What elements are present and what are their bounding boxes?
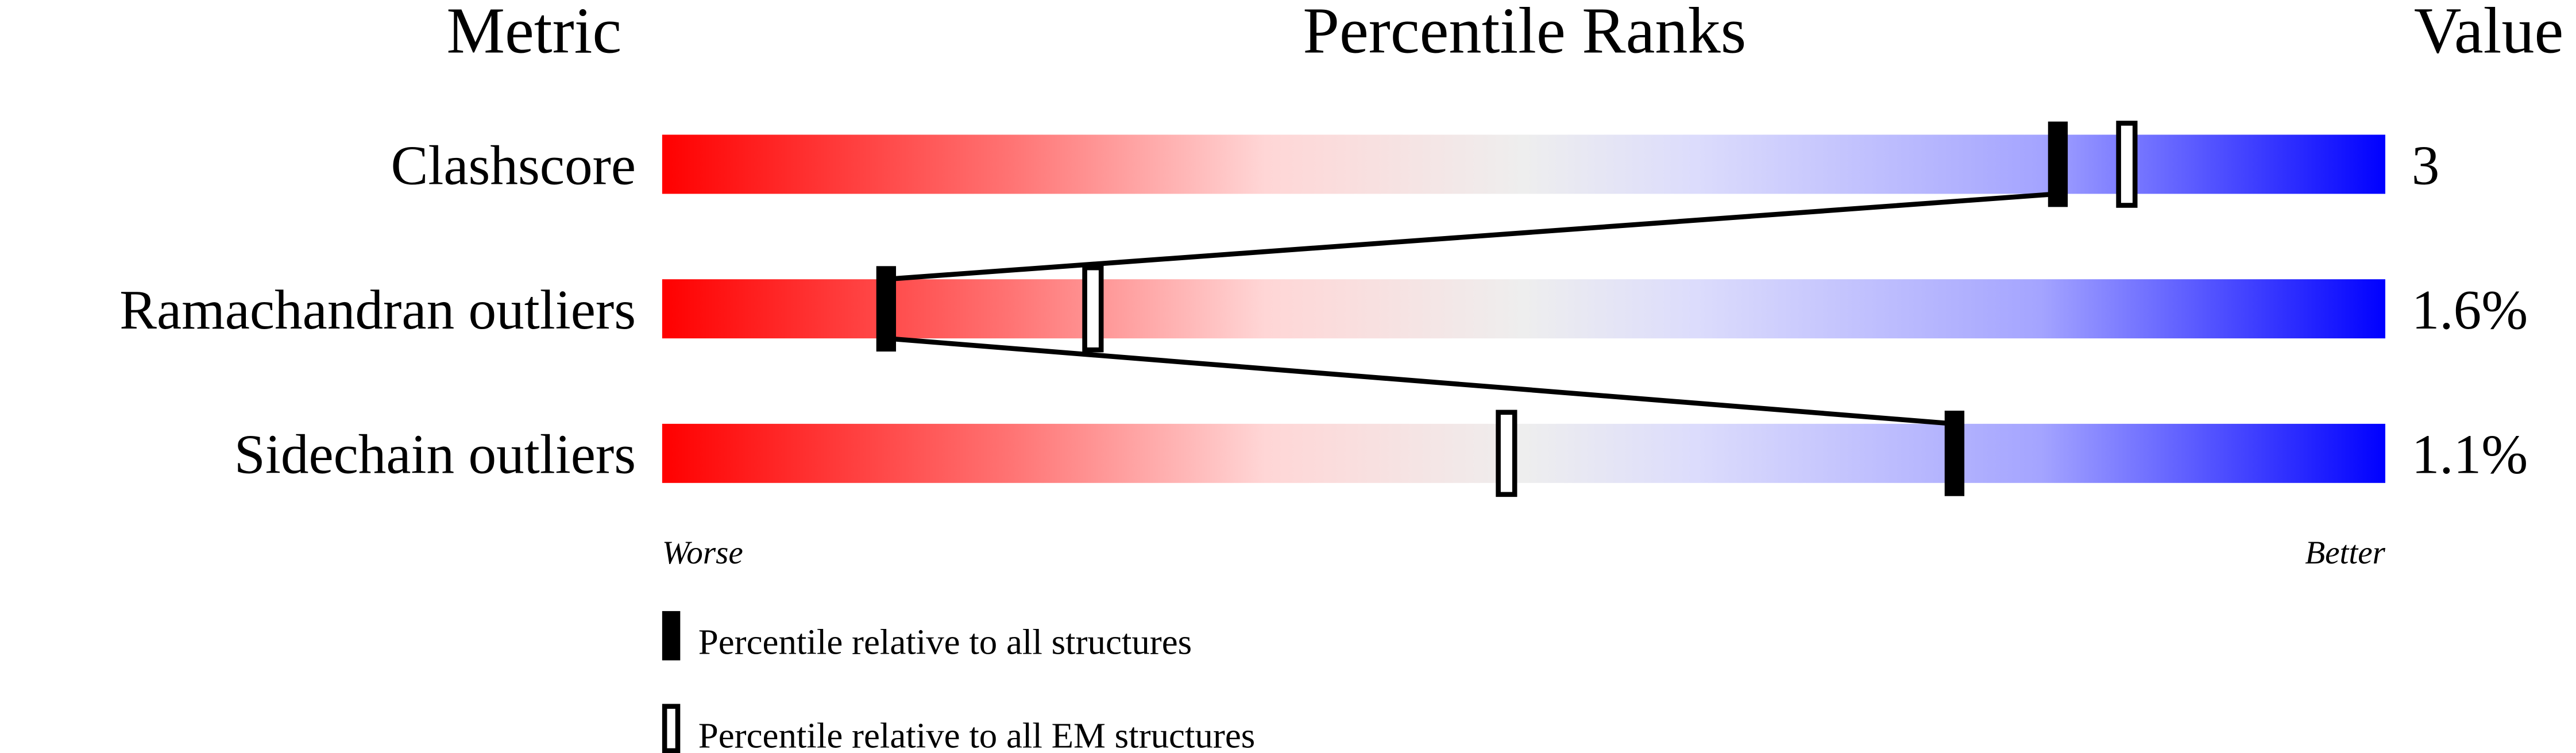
connector-line: [886, 335, 1955, 427]
metric-label: Ramachandran outliers: [119, 279, 636, 341]
legend-label-all: Percentile relative to all structures: [698, 621, 1192, 662]
connector-line: [886, 191, 2059, 282]
all-percentile-marker: [2048, 121, 2068, 207]
em-percentile-marker: [1082, 265, 1104, 353]
legend-filled-marker: [662, 611, 681, 661]
all-percentile-marker: [1944, 410, 1965, 496]
metric-value: 3: [2412, 134, 2440, 196]
metric-value: 1.6%: [2412, 279, 2528, 341]
all-percentile-marker: [876, 266, 897, 352]
percentile-bar: [662, 134, 2385, 194]
header-value: Value: [2414, 0, 2563, 67]
header-percentile-ranks: Percentile Ranks: [1303, 0, 1746, 67]
percentile-bar: [662, 279, 2385, 339]
header-metric: Metric: [446, 0, 621, 67]
metric-label: Clashscore: [391, 134, 636, 196]
axis-label-worse: Worse: [662, 535, 743, 571]
legend-label-em: Percentile relative to all EM structures: [698, 715, 1255, 753]
legend-open-marker: [662, 704, 681, 753]
percentile-bar: [662, 423, 2385, 483]
metric-value: 1.1%: [2412, 424, 2528, 486]
axis-label-better: Better: [2305, 535, 2385, 571]
em-percentile-marker: [2116, 121, 2138, 208]
metric-label: Sidechain outliers: [234, 424, 636, 486]
em-percentile-marker: [1496, 410, 1517, 497]
